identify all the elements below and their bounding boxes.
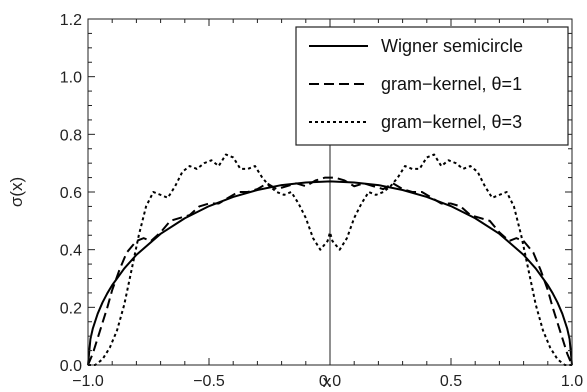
x-tick-label: 0.5 [440,373,462,390]
axes-layer: −1.0 −0.5 0.0 0.5 1.0 0.0 0.2 0.4 0.6 0.8 1.0 1.2 x σ… [7,12,583,391]
x-tick-label: 0.0 [319,373,341,390]
series-line-dotted [88,153,572,366]
series-line-dashed [87,176,573,366]
x-axis-label: x [323,372,332,391]
y-tick-label: 0.6 [60,185,82,202]
x-tick-label: 1.0 [561,373,583,390]
y-tick-label: 0.2 [60,300,82,317]
legend-label: gram−kernel, θ=1 [381,74,522,94]
series-layer [87,153,573,366]
legend: Wigner semicircle gram−kernel, θ=1 gram−ke… [295,26,569,146]
series-line-solid [87,180,573,366]
x-tick-label: −0.5 [193,373,225,390]
y-tick-label: 1.0 [60,70,82,87]
legend-label: Wigner semicircle [381,36,523,56]
y-tick-label: 0.0 [60,358,82,375]
y-tick-label: 0.4 [60,243,82,260]
y-tick-label: 0.8 [60,127,82,144]
y-axis-label: σ(x) [7,177,26,207]
y-tick-label: 1.2 [60,12,82,29]
legend-label: gram−kernel, θ=3 [381,112,522,132]
x-tick-label: −1.0 [72,373,104,390]
